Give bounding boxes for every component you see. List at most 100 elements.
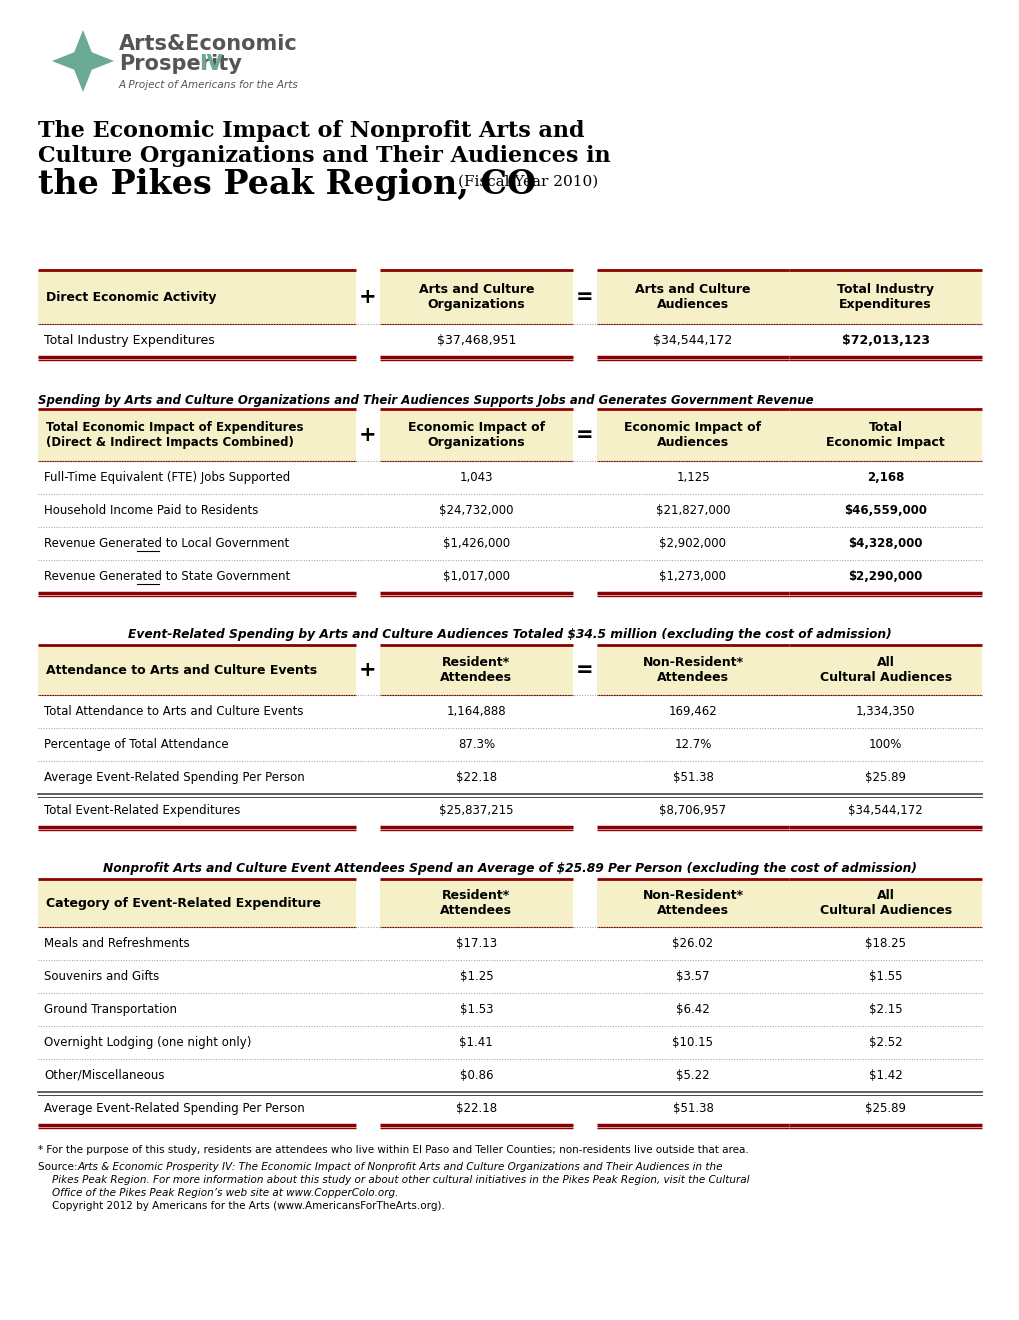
Text: Arts & Economic Prosperity IV: The Economic Impact of Nonprofit Arts and Culture: Arts & Economic Prosperity IV: The Econo… bbox=[77, 1162, 722, 1172]
Text: Ground Transportation: Ground Transportation bbox=[44, 1003, 177, 1016]
Text: Resident*
Attendees: Resident* Attendees bbox=[440, 888, 512, 917]
Text: Revenue Generated to State Government: Revenue Generated to State Government bbox=[44, 570, 290, 583]
Bar bbox=[380, 645, 572, 696]
Text: =: = bbox=[576, 286, 593, 308]
Text: $2,902,000: $2,902,000 bbox=[659, 537, 726, 550]
Text: =: = bbox=[576, 425, 593, 445]
Bar bbox=[380, 271, 572, 323]
Text: $0.86: $0.86 bbox=[460, 1069, 492, 1082]
Bar bbox=[38, 879, 356, 927]
Text: $10.15: $10.15 bbox=[672, 1036, 713, 1049]
Text: Total Industry Expenditures: Total Industry Expenditures bbox=[44, 334, 215, 347]
Bar bbox=[596, 645, 789, 696]
Text: Category of Event-Related Expenditure: Category of Event-Related Expenditure bbox=[46, 896, 321, 909]
Text: $26.02: $26.02 bbox=[672, 937, 713, 950]
Bar bbox=[789, 879, 981, 927]
Text: =: = bbox=[576, 660, 593, 680]
Text: $5.22: $5.22 bbox=[676, 1069, 709, 1082]
Text: Prosperity: Prosperity bbox=[119, 54, 242, 74]
Bar bbox=[38, 271, 356, 323]
Bar bbox=[596, 409, 789, 461]
Text: Event-Related Spending by Arts and Culture Audiences Totaled $34.5 million (excl: Event-Related Spending by Arts and Cultu… bbox=[128, 628, 891, 642]
Text: Spending by Arts and Culture Organizations and Their Audiences Supports Jobs and: Spending by Arts and Culture Organizatio… bbox=[38, 393, 813, 407]
Text: IV: IV bbox=[199, 54, 222, 74]
Text: Non-Resident*
Attendees: Non-Resident* Attendees bbox=[642, 888, 743, 917]
Text: Copyright 2012 by Americans for the Arts (www.AmericansForTheArts.org).: Copyright 2012 by Americans for the Arts… bbox=[52, 1201, 444, 1210]
Text: $3.57: $3.57 bbox=[676, 970, 709, 983]
Text: $1,426,000: $1,426,000 bbox=[442, 537, 510, 550]
Text: Economic Impact of
Organizations: Economic Impact of Organizations bbox=[408, 421, 544, 449]
Text: Overnight Lodging (one night only): Overnight Lodging (one night only) bbox=[44, 1036, 251, 1049]
Text: A Project of Americans for the Arts: A Project of Americans for the Arts bbox=[119, 81, 299, 90]
Text: $2.52: $2.52 bbox=[868, 1036, 902, 1049]
Text: $1.25: $1.25 bbox=[460, 970, 492, 983]
Text: $51.38: $51.38 bbox=[672, 1102, 712, 1115]
Text: +: + bbox=[359, 286, 376, 308]
Text: $72,013,123: $72,013,123 bbox=[841, 334, 928, 347]
Bar bbox=[596, 271, 789, 323]
Text: All
Cultural Audiences: All Cultural Audiences bbox=[819, 888, 951, 917]
Text: 1,125: 1,125 bbox=[676, 471, 709, 484]
Text: Attendance to Arts and Culture Events: Attendance to Arts and Culture Events bbox=[46, 664, 317, 676]
Text: Source:: Source: bbox=[38, 1162, 81, 1172]
Text: 1,334,350: 1,334,350 bbox=[855, 705, 914, 718]
Bar bbox=[380, 409, 572, 461]
Text: Resident*
Attendees: Resident* Attendees bbox=[440, 656, 512, 684]
Text: Total
Economic Impact: Total Economic Impact bbox=[825, 421, 945, 449]
Text: Meals and Refreshments: Meals and Refreshments bbox=[44, 937, 190, 950]
Text: Total Industry
Expenditures: Total Industry Expenditures bbox=[837, 282, 933, 312]
Text: Average Event-Related Spending Per Person: Average Event-Related Spending Per Perso… bbox=[44, 1102, 305, 1115]
Text: $25.89: $25.89 bbox=[864, 771, 905, 784]
Text: +: + bbox=[359, 660, 376, 680]
Text: Pikes Peak Region. For more information about this study or about other cultural: Pikes Peak Region. For more information … bbox=[52, 1175, 749, 1185]
Text: $1,017,000: $1,017,000 bbox=[442, 570, 510, 583]
Text: $34,544,172: $34,544,172 bbox=[653, 334, 732, 347]
Text: Full-Time Equivalent (FTE) Jobs Supported: Full-Time Equivalent (FTE) Jobs Supporte… bbox=[44, 471, 290, 484]
Text: Direct Economic Activity: Direct Economic Activity bbox=[46, 290, 216, 304]
Text: Revenue Generated to Local Government: Revenue Generated to Local Government bbox=[44, 537, 289, 550]
Text: $22.18: $22.18 bbox=[455, 771, 496, 784]
Text: 1,043: 1,043 bbox=[460, 471, 492, 484]
Text: $2,290,000: $2,290,000 bbox=[848, 570, 922, 583]
Text: Souvenirs and Gifts: Souvenirs and Gifts bbox=[44, 970, 159, 983]
Text: Economic Impact of
Audiences: Economic Impact of Audiences bbox=[624, 421, 761, 449]
Text: the Pikes Peak Region, CO: the Pikes Peak Region, CO bbox=[38, 168, 535, 201]
Text: * For the purpose of this study, residents are attendees who live within El Paso: * For the purpose of this study, residen… bbox=[38, 1144, 748, 1155]
Text: $46,559,000: $46,559,000 bbox=[844, 504, 926, 517]
Text: Other/Miscellaneous: Other/Miscellaneous bbox=[44, 1069, 164, 1082]
Text: $34,544,172: $34,544,172 bbox=[848, 804, 922, 817]
Text: $1.55: $1.55 bbox=[868, 970, 902, 983]
Text: (Fiscal Year 2010): (Fiscal Year 2010) bbox=[458, 176, 598, 189]
Text: $1.53: $1.53 bbox=[460, 1003, 492, 1016]
Bar bbox=[789, 645, 981, 696]
Text: Arts and Culture
Organizations: Arts and Culture Organizations bbox=[418, 282, 534, 312]
Text: Culture Organizations and Their Audiences in: Culture Organizations and Their Audience… bbox=[38, 145, 610, 168]
Text: 12.7%: 12.7% bbox=[674, 738, 711, 751]
Text: 169,462: 169,462 bbox=[668, 705, 716, 718]
Text: +: + bbox=[359, 425, 376, 445]
Text: $25,837,215: $25,837,215 bbox=[438, 804, 514, 817]
Text: $21,827,000: $21,827,000 bbox=[655, 504, 730, 517]
Text: $22.18: $22.18 bbox=[455, 1102, 496, 1115]
Bar bbox=[38, 645, 356, 696]
Text: Total Economic Impact of Expenditures
(Direct & Indirect Impacts Combined): Total Economic Impact of Expenditures (D… bbox=[46, 421, 304, 449]
Bar bbox=[380, 879, 572, 927]
Text: Average Event-Related Spending Per Person: Average Event-Related Spending Per Perso… bbox=[44, 771, 305, 784]
Text: Percentage of Total Attendance: Percentage of Total Attendance bbox=[44, 738, 228, 751]
Text: 2,168: 2,168 bbox=[866, 471, 904, 484]
Text: Non-Resident*
Attendees: Non-Resident* Attendees bbox=[642, 656, 743, 684]
Text: Arts&Economic: Arts&Economic bbox=[119, 34, 298, 54]
Text: 1,164,888: 1,164,888 bbox=[446, 705, 505, 718]
Text: $51.38: $51.38 bbox=[672, 771, 712, 784]
Text: $25.89: $25.89 bbox=[864, 1102, 905, 1115]
Bar bbox=[38, 409, 356, 461]
Text: $2.15: $2.15 bbox=[868, 1003, 902, 1016]
Text: Total Attendance to Arts and Culture Events: Total Attendance to Arts and Culture Eve… bbox=[44, 705, 304, 718]
Text: $1.42: $1.42 bbox=[868, 1069, 902, 1082]
Polygon shape bbox=[52, 30, 114, 92]
Text: $6.42: $6.42 bbox=[676, 1003, 709, 1016]
Text: $8,706,957: $8,706,957 bbox=[659, 804, 726, 817]
Text: Nonprofit Arts and Culture Event Attendees Spend an Average of $25.89 Per Person: Nonprofit Arts and Culture Event Attende… bbox=[103, 862, 916, 875]
Bar bbox=[789, 409, 981, 461]
Text: $4,328,000: $4,328,000 bbox=[848, 537, 922, 550]
